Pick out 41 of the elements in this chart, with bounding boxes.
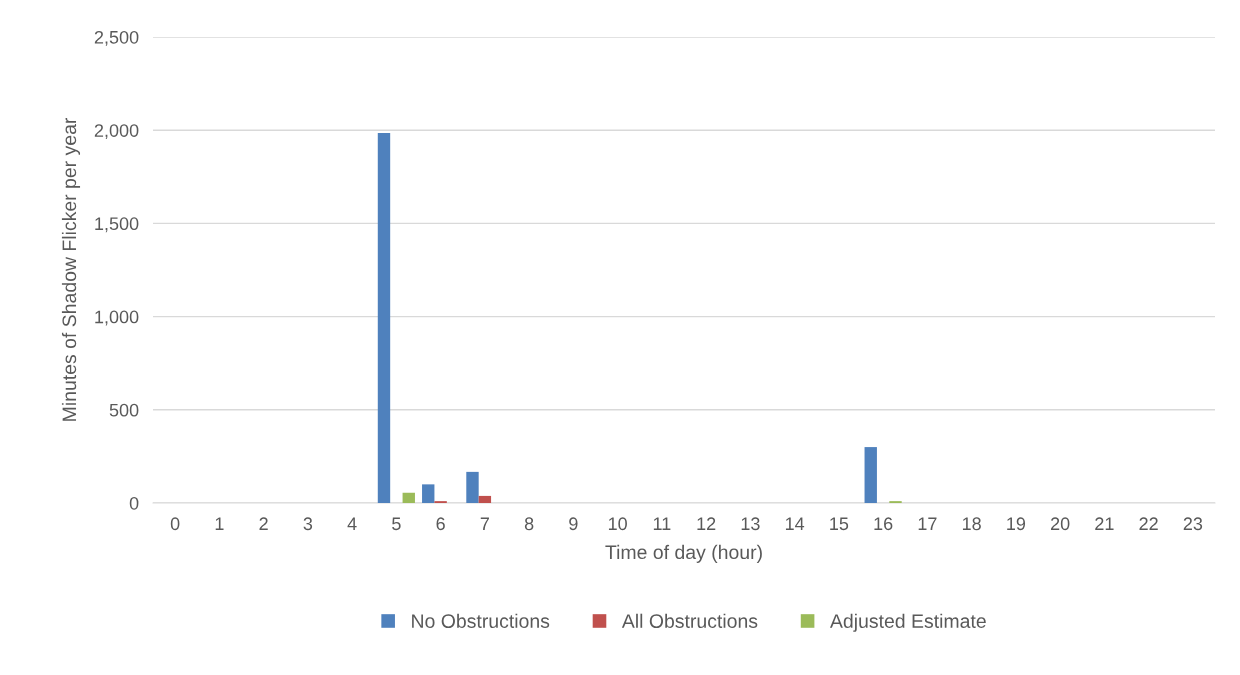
y-tick-label: 2,500 (94, 30, 139, 46)
x-tick-label: 8 (524, 517, 534, 531)
y-tick-label: 1,000 (95, 310, 139, 326)
x-tick-label: 23 (1183, 517, 1203, 531)
x-tick-label: 22 (1139, 517, 1158, 530)
y-axis-title: Minutes of Shadow Flicker per year (61, 117, 81, 421)
bar (478, 495, 492, 503)
x-tick-label: 11 (653, 517, 671, 530)
y-tick-label: 500 (109, 403, 139, 417)
x-tick-label: 16 (874, 517, 893, 531)
x-tick-label: 15 (830, 517, 849, 531)
x-tick-label: 4 (347, 517, 357, 530)
x-tick-label: 0 (170, 517, 180, 531)
bar (466, 471, 479, 503)
x-tick-label: 20 (1050, 517, 1070, 531)
x-tick-label: 12 (697, 517, 716, 530)
bar (377, 133, 391, 503)
x-tick-label: 10 (608, 517, 627, 531)
x-tick-label: 18 (962, 517, 981, 531)
bar (422, 484, 435, 503)
legend-label: All Obstructions (621, 613, 758, 628)
x-tick-label: 13 (741, 517, 760, 531)
legend-label: No Obstructions (412, 613, 550, 628)
x-tick-label: 7 (480, 517, 489, 530)
bar (402, 492, 415, 503)
y-tick-label: 1,500 (95, 217, 139, 233)
x-tick-label: 5 (392, 517, 401, 531)
x-tick-label: 2 (259, 517, 268, 530)
x-tick-label: 1 (215, 517, 224, 530)
x-tick-label: 3 (303, 517, 313, 531)
y-tick-label: 0 (129, 496, 139, 510)
bar (864, 447, 877, 503)
x-axis-title: Time of day (hour) (605, 544, 762, 563)
x-tick-label: 6 (436, 517, 445, 531)
x-tick-label: 17 (918, 517, 937, 530)
x-tick-label: 19 (1007, 517, 1026, 531)
x-tick-label: 14 (785, 517, 805, 530)
x-tick-label: 21 (1095, 517, 1114, 530)
legend-label: Adjusted Estimate (829, 613, 986, 632)
y-tick-label: 2,000 (94, 124, 139, 140)
x-tick-label: 9 (569, 517, 578, 531)
